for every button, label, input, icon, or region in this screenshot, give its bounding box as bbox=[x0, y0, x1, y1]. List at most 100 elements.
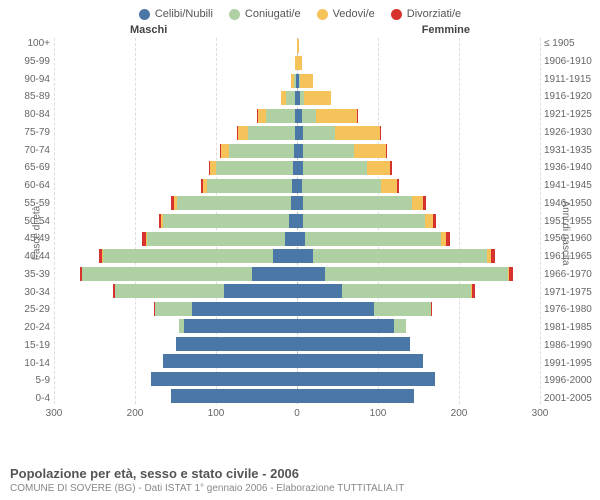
bar-row bbox=[54, 319, 540, 334]
birth-year-tick: 1946-1950 bbox=[544, 198, 594, 209]
seg-divorced bbox=[390, 161, 392, 175]
female-bar bbox=[297, 249, 540, 263]
seg-single bbox=[289, 214, 297, 228]
seg-single bbox=[297, 232, 305, 246]
seg-single bbox=[297, 284, 342, 298]
age-tick: 95-99 bbox=[16, 56, 50, 67]
age-tick: 40-44 bbox=[16, 251, 50, 262]
y-axis-left: 100+95-9990-9485-8980-8475-7970-7465-696… bbox=[16, 38, 50, 404]
legend-item: Vedovi/e bbox=[317, 8, 375, 20]
female-bar bbox=[297, 372, 540, 386]
seg-widowed bbox=[221, 144, 229, 158]
male-header: Maschi bbox=[130, 24, 167, 36]
seg-married bbox=[303, 126, 335, 140]
birth-year-tick: 1966-1970 bbox=[544, 269, 594, 280]
seg-married bbox=[248, 126, 295, 140]
seg-married bbox=[303, 214, 425, 228]
seg-single bbox=[184, 319, 297, 333]
age-tick: 0-4 bbox=[16, 393, 50, 404]
seg-married bbox=[216, 161, 293, 175]
male-bar bbox=[54, 354, 297, 368]
seg-married bbox=[303, 196, 412, 210]
seg-widowed bbox=[316, 109, 356, 123]
seg-single bbox=[192, 302, 297, 316]
plot-area: Fasce di età Anni di nascita 100+95-9990… bbox=[54, 38, 540, 428]
seg-married bbox=[82, 267, 252, 281]
female-bar bbox=[297, 74, 540, 88]
birth-year-tick: 1981-1985 bbox=[544, 322, 594, 333]
birth-year-tick: 1971-1975 bbox=[544, 287, 594, 298]
seg-divorced bbox=[509, 267, 513, 281]
footer: Popolazione per età, sesso e stato civil… bbox=[10, 466, 590, 494]
age-tick: 80-84 bbox=[16, 109, 50, 120]
seg-widowed bbox=[304, 91, 331, 105]
seg-divorced bbox=[397, 179, 399, 193]
seg-single bbox=[297, 267, 325, 281]
x-tick: 100 bbox=[208, 408, 225, 419]
seg-widowed bbox=[354, 144, 386, 158]
birth-year-tick: 1931-1935 bbox=[544, 145, 594, 156]
bar-row bbox=[54, 161, 540, 176]
female-bar bbox=[297, 214, 540, 228]
age-tick: 25-29 bbox=[16, 304, 50, 315]
seg-married bbox=[207, 179, 292, 193]
male-bar bbox=[54, 214, 297, 228]
seg-divorced bbox=[491, 249, 495, 263]
male-bar bbox=[54, 39, 297, 53]
birth-year-tick: 1936-1940 bbox=[544, 162, 594, 173]
age-tick: 10-14 bbox=[16, 358, 50, 369]
birth-year-tick: 1911-1915 bbox=[544, 74, 594, 85]
seg-widowed bbox=[300, 74, 313, 88]
x-axis: 3002001000100200300 bbox=[54, 408, 540, 428]
age-tick: 35-39 bbox=[16, 269, 50, 280]
male-bar bbox=[54, 91, 297, 105]
age-tick: 50-54 bbox=[16, 216, 50, 227]
seg-single bbox=[171, 389, 297, 403]
bar-row bbox=[54, 371, 540, 386]
legend-swatch bbox=[391, 9, 402, 20]
grid-line bbox=[540, 38, 541, 404]
seg-widowed bbox=[425, 214, 433, 228]
age-tick: 100+ bbox=[16, 38, 50, 49]
seg-married bbox=[229, 144, 294, 158]
male-bar bbox=[54, 161, 297, 175]
footer-subtitle: COMUNE DI SOVERE (BG) - Dati ISTAT 1° ge… bbox=[10, 483, 590, 494]
seg-married bbox=[303, 161, 368, 175]
female-bar bbox=[297, 284, 540, 298]
seg-divorced bbox=[431, 302, 432, 316]
seg-single bbox=[297, 249, 313, 263]
female-bar bbox=[297, 109, 540, 123]
bar-row bbox=[54, 126, 540, 141]
birth-year-tick: 1976-1980 bbox=[544, 304, 594, 315]
male-bar bbox=[54, 302, 297, 316]
legend-label: Vedovi/e bbox=[333, 8, 375, 20]
birth-year-tick: ≤ 1905 bbox=[544, 38, 594, 49]
seg-single bbox=[176, 337, 298, 351]
age-tick: 15-19 bbox=[16, 340, 50, 351]
female-bar bbox=[297, 144, 540, 158]
seg-single bbox=[224, 284, 297, 298]
seg-divorced bbox=[386, 144, 387, 158]
male-bar bbox=[54, 249, 297, 263]
bar-row bbox=[54, 213, 540, 228]
seg-married bbox=[305, 232, 441, 246]
legend-swatch bbox=[139, 9, 150, 20]
age-tick: 70-74 bbox=[16, 145, 50, 156]
seg-single bbox=[297, 354, 423, 368]
age-tick: 65-69 bbox=[16, 162, 50, 173]
seg-widowed bbox=[238, 126, 248, 140]
male-bar bbox=[54, 267, 297, 281]
footer-title: Popolazione per età, sesso e stato civil… bbox=[10, 466, 590, 481]
birth-year-tick: 1961-1965 bbox=[544, 251, 594, 262]
seg-married bbox=[303, 144, 353, 158]
seg-married bbox=[115, 284, 224, 298]
female-bar bbox=[297, 302, 540, 316]
seg-single bbox=[297, 319, 394, 333]
bar-row bbox=[54, 336, 540, 351]
birth-year-tick: 1986-1990 bbox=[544, 340, 594, 351]
seg-married bbox=[342, 284, 472, 298]
bar-row bbox=[54, 354, 540, 369]
seg-married bbox=[147, 232, 285, 246]
female-bar bbox=[297, 196, 540, 210]
seg-married bbox=[163, 214, 289, 228]
